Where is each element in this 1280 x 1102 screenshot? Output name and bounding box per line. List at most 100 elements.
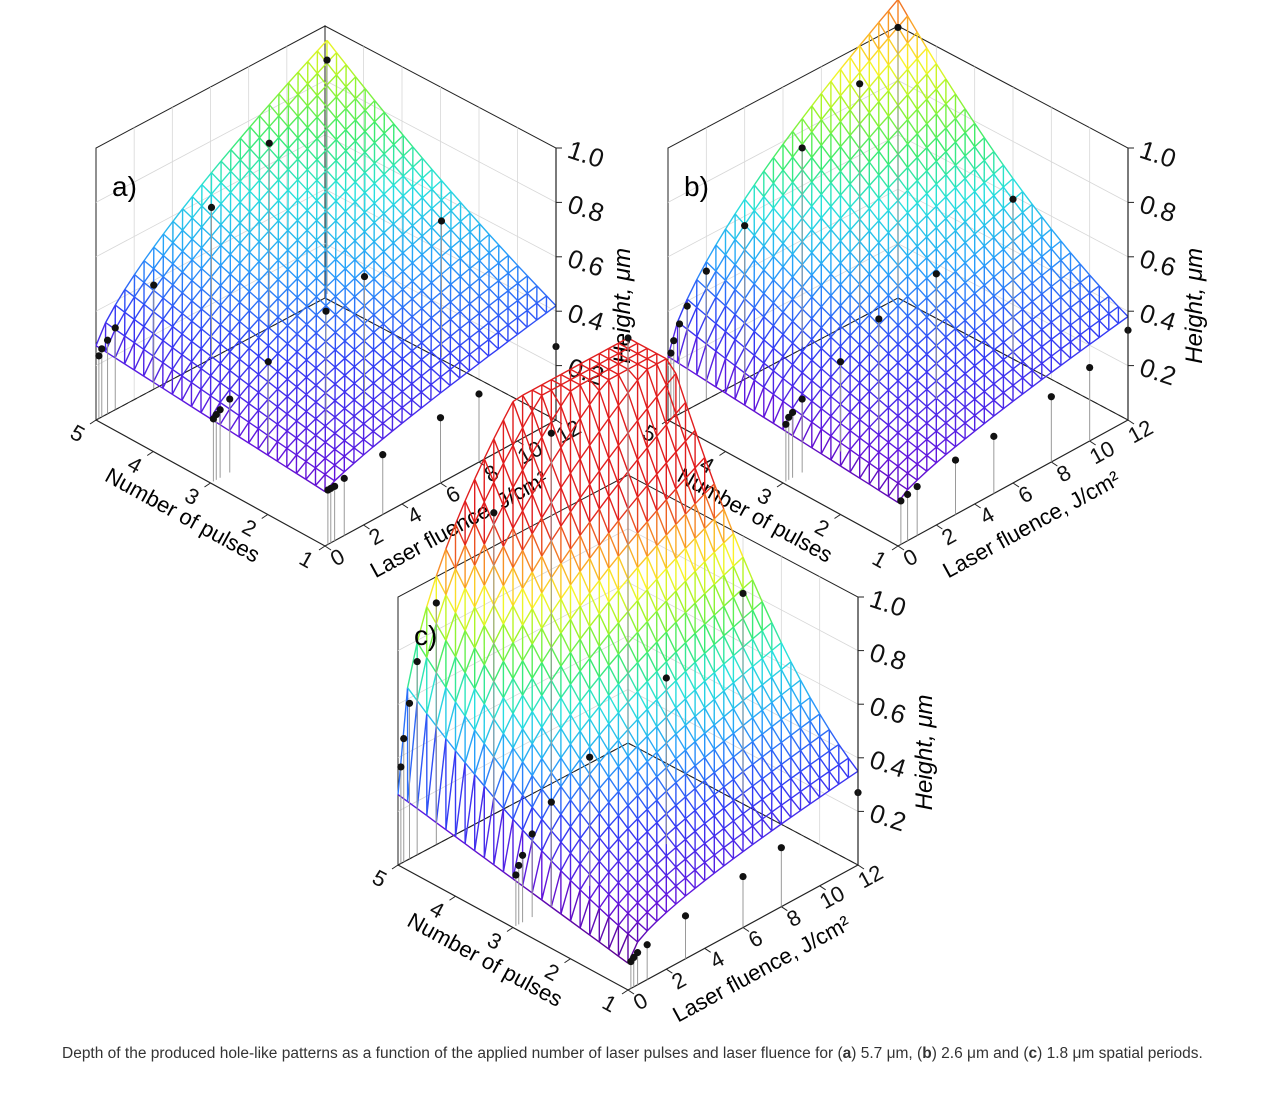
mesh-line [474, 625, 485, 649]
mesh-line [916, 245, 928, 259]
mesh-line [296, 305, 308, 317]
mesh-line [907, 472, 918, 481]
mesh-line [391, 422, 403, 432]
mesh-line [201, 226, 212, 237]
mesh-line [421, 226, 433, 237]
mesh-line [315, 286, 327, 298]
mesh-line [478, 322, 490, 331]
mesh-line [830, 376, 841, 386]
mesh-line [383, 242, 394, 253]
mesh-line [1031, 203, 1043, 218]
mesh-line [811, 447, 822, 455]
mesh-line [830, 157, 842, 172]
mesh-line [569, 534, 581, 550]
mesh-line [412, 216, 423, 227]
mesh-line [878, 187, 889, 199]
mesh-line [162, 254, 174, 265]
mesh-line [469, 231, 481, 243]
data-point [103, 336, 112, 344]
mesh-line [964, 329, 976, 340]
mesh-line [704, 493, 715, 519]
mesh-line [935, 259, 947, 270]
mesh-line [945, 93, 957, 105]
mesh-line [955, 381, 966, 392]
mesh-line [839, 294, 851, 307]
mesh-line [617, 780, 629, 793]
mesh-line [715, 296, 726, 307]
mesh-line [1031, 311, 1043, 321]
mesh-line [608, 358, 619, 365]
mesh-line [859, 33, 870, 46]
mesh-line [1041, 355, 1052, 364]
mesh-line [878, 232, 889, 244]
mesh-line [878, 150, 889, 166]
mesh-line [617, 556, 629, 580]
mesh-line [445, 594, 457, 614]
mesh-line [935, 422, 947, 432]
mesh-line [430, 384, 441, 394]
mesh-line [258, 210, 270, 223]
mesh-line [287, 239, 299, 251]
mesh-line [636, 719, 648, 737]
mesh-line [431, 179, 442, 190]
mesh-line [392, 398, 403, 409]
mesh-line [267, 454, 278, 462]
mesh-line [782, 230, 794, 244]
mesh-line [201, 247, 212, 258]
mesh-line [297, 105, 309, 117]
mesh-line [412, 146, 423, 159]
mesh-line [326, 128, 337, 141]
mesh-line [248, 409, 259, 423]
mesh-line [830, 295, 842, 307]
mesh-line [839, 206, 851, 219]
mesh-line [517, 300, 528, 311]
mesh-line [248, 402, 259, 411]
mesh-line [744, 331, 755, 348]
mesh-line [305, 451, 317, 462]
mesh-line [627, 642, 639, 663]
mesh-line [897, 68, 909, 81]
mesh-line [344, 366, 355, 376]
mesh-line [306, 314, 317, 325]
mesh-line [421, 168, 433, 179]
mesh-line [172, 250, 184, 265]
data-point [683, 302, 691, 310]
mesh-line [935, 372, 947, 382]
mesh-line [550, 389, 562, 407]
mesh-line [353, 366, 365, 376]
mesh-line [734, 322, 746, 340]
mesh-line [191, 268, 203, 281]
mesh-line [257, 381, 269, 393]
mesh-line [907, 334, 918, 346]
mesh-line [326, 62, 338, 76]
mesh-line [124, 311, 135, 320]
mesh-line [983, 195, 995, 205]
mesh-line [897, 423, 909, 434]
mesh-line [343, 455, 355, 464]
mesh-line [801, 264, 813, 276]
mesh-line [560, 548, 572, 564]
mesh-line [878, 334, 889, 345]
mesh-line [402, 306, 413, 318]
mesh-line [325, 258, 337, 270]
mesh-line [421, 290, 432, 301]
mesh-line [665, 462, 677, 490]
mesh-line [1108, 322, 1119, 331]
mesh-line [713, 542, 725, 553]
mesh-line [326, 106, 337, 119]
mesh-line [839, 170, 851, 185]
mesh-line [694, 633, 706, 654]
mesh-line [983, 303, 995, 315]
data-point [360, 273, 369, 281]
mesh-line [1022, 326, 1033, 338]
mesh-line [354, 151, 366, 163]
mesh-line [364, 192, 375, 204]
mesh-line [220, 304, 231, 314]
mesh-line [974, 423, 985, 432]
mesh-line [344, 240, 356, 251]
mesh-line [964, 282, 976, 294]
mesh-line [792, 276, 803, 288]
mesh-line [382, 332, 394, 342]
mesh-line [493, 643, 505, 662]
mesh-line [974, 245, 985, 255]
